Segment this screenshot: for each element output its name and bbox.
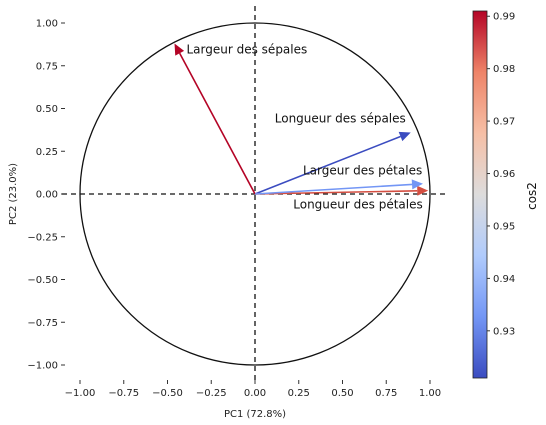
vector-arrowhead (411, 179, 423, 190)
vector-arrowhead (417, 185, 429, 196)
vector-label: Longueur des sépales (275, 111, 406, 125)
y-tick-label: −1.00 (27, 361, 58, 372)
y-tick-label: −0.75 (27, 318, 58, 329)
y-tick-label: 0.00 (36, 190, 58, 201)
y-tick-label: 1.00 (36, 19, 58, 30)
vector-line (254, 189, 418, 195)
vector-label: Largeur des pétales (303, 164, 422, 178)
colorbar (472, 10, 488, 379)
colorbar-tick-label: 0.97 (493, 117, 515, 128)
vector-line (254, 135, 401, 195)
colorbar-tick-label: 0.93 (493, 326, 515, 337)
y-tick-label: 0.75 (36, 61, 58, 72)
x-tick-label: 0.25 (288, 388, 310, 399)
colorbar-title: cos2 (525, 182, 539, 210)
x-tick-label: 0.00 (244, 388, 266, 399)
x-tick-label: −1.00 (65, 388, 96, 399)
x-tick-label: 0.50 (331, 388, 353, 399)
y-axis-title: PC2 (23.0%) (8, 163, 19, 225)
y-tick-label: 0.50 (36, 104, 58, 115)
vector-line (254, 183, 413, 195)
vector-label: Largeur des sépales (187, 43, 308, 57)
y-tick-label: 0.25 (36, 147, 58, 158)
vector-label: Longueur des pétales (293, 198, 422, 212)
vector-arrowhead (398, 131, 411, 142)
colorbar-tick-label: 0.99 (493, 12, 515, 23)
y-tick-label: −0.50 (27, 275, 58, 286)
vector-line (178, 52, 256, 195)
x-tick-label: 0.75 (375, 388, 397, 399)
colorbar-tick-label: 0.94 (493, 274, 515, 285)
vector-arrowhead (174, 43, 185, 56)
y-tick-label: −0.25 (27, 232, 58, 243)
x-tick-label: 1.00 (419, 388, 441, 399)
colorbar-tick-label: 0.95 (493, 221, 515, 232)
x-axis-title: PC1 (72.8%) (224, 409, 286, 420)
colorbar-tick-label: 0.98 (493, 64, 515, 75)
x-tick-label: −0.50 (152, 388, 183, 399)
colorbar-tick-label: 0.96 (493, 169, 515, 180)
x-tick-label: −0.75 (108, 388, 139, 399)
x-tick-label: −0.25 (196, 388, 227, 399)
